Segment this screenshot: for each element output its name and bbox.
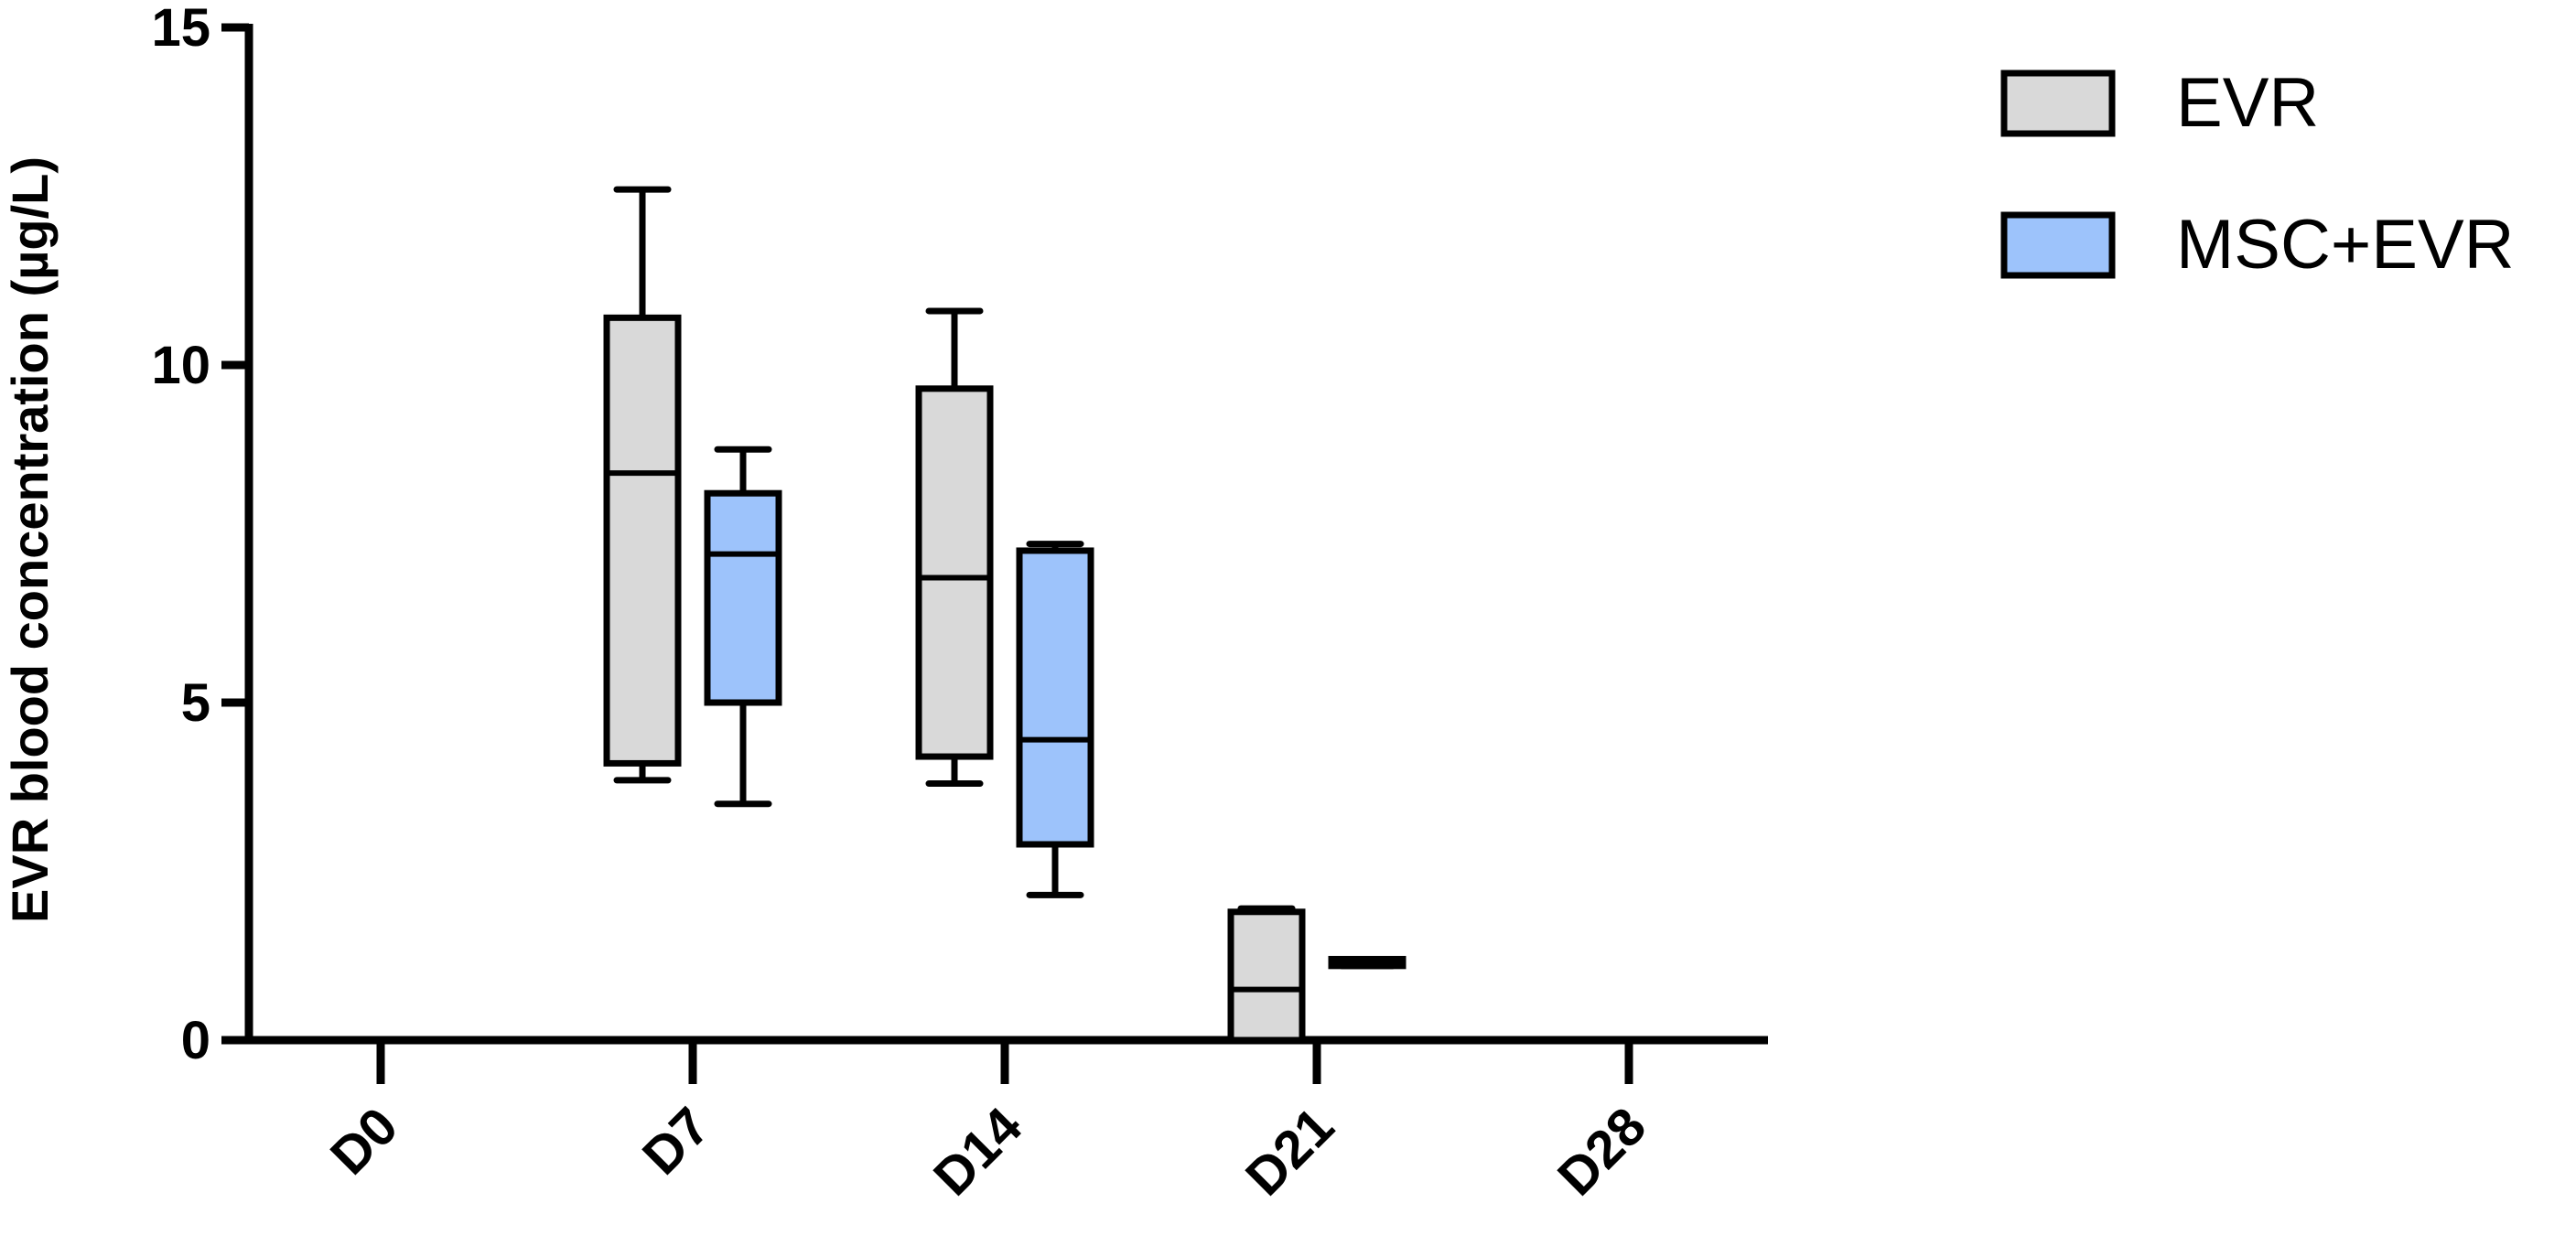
box-iqr [1227, 908, 1306, 1044]
box-iqr [704, 489, 782, 706]
box-EVR-D21 [1227, 905, 1306, 1044]
legend-label: EVR [2176, 64, 2319, 142]
x-tick-label: D28 [1547, 1096, 1657, 1207]
box-EVR-D14 [915, 307, 994, 788]
legend: EVR MSC+EVR [2000, 64, 2515, 284]
box-iqr [603, 314, 682, 767]
y-tick-label: 15 [151, 0, 210, 58]
box-EVR-D7 [603, 186, 682, 784]
legend-swatch-MSC+EVR [2000, 211, 2116, 279]
box-MSC+EVR-D21 [1328, 955, 1407, 970]
x-tick-label: D14 [922, 1096, 1033, 1207]
box-MSC+EVR-D14 [1016, 541, 1094, 898]
y-axis-label: EVR blood concentration (µg/L) [1, 156, 59, 923]
box-iqr [915, 385, 994, 760]
y-tick-label: 0 [181, 1011, 210, 1070]
x-tick-label: D21 [1234, 1096, 1345, 1207]
y-tick-label: 5 [181, 673, 210, 733]
boxes [603, 186, 1407, 1044]
x-tick-label: D7 [631, 1096, 721, 1186]
box-iqr [1016, 547, 1094, 848]
box-MSC+EVR-D7 [704, 446, 782, 808]
y-tick-label: 10 [151, 336, 210, 395]
x-tick-label: D0 [319, 1096, 409, 1186]
legend-label: MSC+EVR [2176, 206, 2515, 284]
legend-swatch-EVR [2000, 70, 2116, 137]
